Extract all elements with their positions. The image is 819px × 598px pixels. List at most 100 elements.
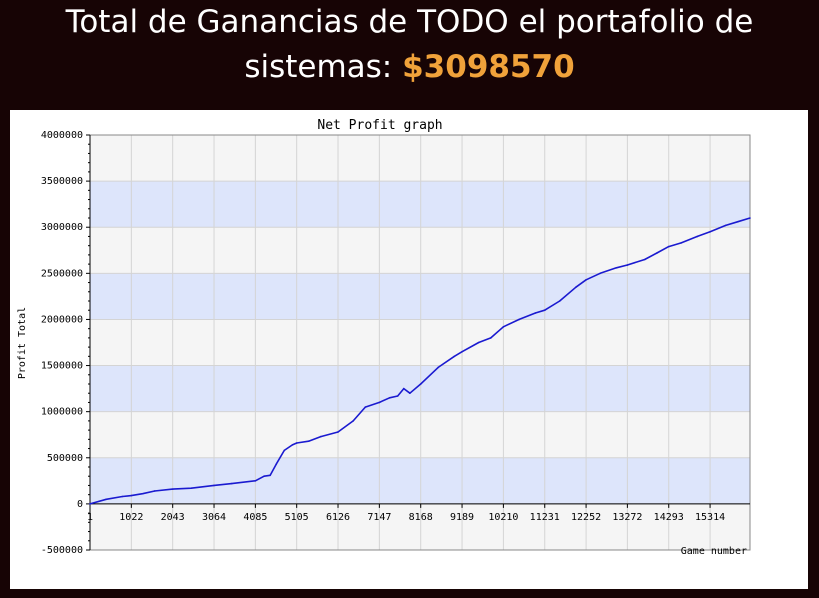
x-tick-label: 2043 bbox=[161, 512, 185, 523]
chart-band bbox=[90, 319, 750, 366]
y-tick-label: 2000000 bbox=[41, 314, 83, 325]
headline-line-2-prefix: sistemas: bbox=[244, 49, 403, 85]
series-point bbox=[254, 480, 257, 482]
y-axis-label: Profit Total bbox=[17, 307, 28, 379]
series-point bbox=[213, 484, 215, 487]
series-point bbox=[153, 490, 156, 492]
x-tick-label: 14293 bbox=[654, 512, 684, 523]
chart-band bbox=[90, 503, 750, 550]
series-point bbox=[121, 495, 124, 498]
y-axis-ticks: -500000 0 500000 1000000 1500000 2000000 25000… bbox=[41, 130, 90, 556]
y-tick-label: 3000000 bbox=[41, 222, 83, 233]
x-axis-ticks: 1102220433064408551056126714781689189102… bbox=[87, 503, 725, 523]
series-point bbox=[615, 267, 618, 269]
x-tick-label: 9189 bbox=[450, 512, 474, 523]
series-point bbox=[337, 431, 339, 433]
y-tick-label: 1000000 bbox=[41, 407, 83, 418]
series-point bbox=[461, 350, 463, 353]
series-point bbox=[419, 383, 422, 385]
series-point bbox=[696, 235, 699, 238]
series-point bbox=[749, 217, 751, 219]
series-point bbox=[295, 442, 298, 444]
chart-band bbox=[90, 411, 750, 458]
headline-line-2: sistemas: $3098570 bbox=[0, 45, 819, 90]
series-point bbox=[89, 503, 91, 505]
y-tick-label: -500000 bbox=[41, 545, 83, 556]
series-point bbox=[190, 487, 192, 490]
series-point bbox=[402, 387, 405, 390]
series-point bbox=[724, 224, 727, 227]
series-point bbox=[171, 488, 174, 490]
chart-band bbox=[90, 227, 750, 274]
series-point bbox=[737, 220, 739, 223]
total-profit-amount: $3098570 bbox=[402, 49, 575, 85]
x-tick-label: 11231 bbox=[530, 512, 560, 523]
series-point bbox=[709, 231, 711, 233]
series-point bbox=[388, 397, 391, 399]
series-point bbox=[502, 326, 505, 328]
series-point bbox=[275, 463, 278, 466]
series-point bbox=[437, 366, 440, 369]
x-axis-label: Game number bbox=[681, 546, 747, 557]
series-point bbox=[543, 309, 546, 312]
series-point bbox=[291, 444, 294, 446]
y-tick-label: 0 bbox=[77, 499, 83, 510]
chart-band bbox=[90, 365, 750, 412]
series-point bbox=[352, 420, 354, 422]
series-point bbox=[396, 395, 399, 397]
x-tick-label: 15314 bbox=[695, 512, 725, 523]
series-point bbox=[643, 258, 646, 261]
y-tick-label: 500000 bbox=[47, 453, 83, 464]
series-point bbox=[534, 312, 537, 314]
series-point bbox=[656, 252, 658, 254]
x-tick-label: 8168 bbox=[409, 512, 433, 523]
chart-series bbox=[89, 217, 751, 505]
series-point bbox=[378, 401, 381, 404]
x-tick-label: 5105 bbox=[285, 512, 309, 523]
x-tick-label: 4085 bbox=[243, 512, 267, 523]
series-point bbox=[490, 337, 492, 339]
series-point bbox=[319, 435, 322, 438]
y-tick-label: 3500000 bbox=[41, 176, 83, 187]
net-profit-chart: Net Profit graph Profit Total Game numbe… bbox=[17, 118, 751, 557]
series-point bbox=[599, 272, 601, 275]
series-point bbox=[141, 492, 144, 495]
series-point bbox=[364, 406, 367, 408]
chart-panel: Net Profit graph Profit Total Game numbe… bbox=[10, 110, 808, 589]
y-tick-label: 2500000 bbox=[41, 268, 83, 279]
chart-bands bbox=[90, 135, 750, 550]
page-headline: Total de Ganancias de TODO el portafolio… bbox=[0, 0, 819, 100]
series-point bbox=[667, 245, 670, 248]
series-point bbox=[263, 475, 265, 478]
series-point bbox=[626, 264, 629, 266]
x-tick-label: 1022 bbox=[119, 512, 143, 523]
x-tick-label: 3064 bbox=[202, 512, 226, 523]
chart-band bbox=[90, 273, 750, 320]
series-point bbox=[269, 474, 271, 477]
series-line bbox=[89, 217, 751, 505]
series-point bbox=[477, 341, 480, 344]
x-tick-label: 6126 bbox=[326, 512, 350, 523]
series-point bbox=[105, 498, 107, 501]
x-tick-label: 12252 bbox=[571, 512, 601, 523]
series-point bbox=[307, 440, 310, 442]
x-tick-label: 13272 bbox=[612, 512, 642, 523]
series-point bbox=[575, 286, 577, 288]
series-point bbox=[558, 300, 561, 302]
series-point bbox=[230, 482, 233, 485]
series-point bbox=[453, 355, 456, 358]
y-tick-label: 4000000 bbox=[41, 130, 83, 141]
chart-title: Net Profit graph bbox=[317, 118, 442, 133]
chart-band bbox=[90, 135, 750, 182]
chart-band bbox=[90, 181, 750, 228]
x-tick-label: 7147 bbox=[367, 512, 391, 523]
headline-line-1: Total de Ganancias de TODO el portafolio… bbox=[65, 4, 754, 40]
series-point bbox=[283, 449, 286, 452]
y-tick-label: 1500000 bbox=[41, 361, 83, 372]
series-point bbox=[518, 318, 520, 321]
x-tick-label: 10210 bbox=[488, 512, 518, 523]
series-point bbox=[130, 494, 133, 497]
chart-band bbox=[90, 457, 750, 504]
series-point bbox=[585, 278, 587, 281]
series-point bbox=[409, 392, 411, 395]
